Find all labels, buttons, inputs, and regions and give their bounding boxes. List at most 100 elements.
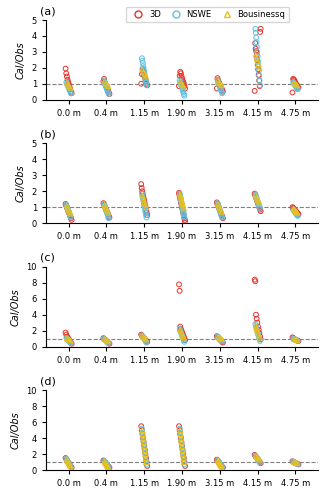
Point (256, 458, 262, 466)
Point (143, 72, 149, 80)
Point (104, 208, 109, 216)
Point (216, 334, 222, 342)
Point (143, 338, 148, 345)
Point (295, 336, 300, 344)
Point (141, 67, 147, 75)
Point (291, 335, 296, 343)
Point (216, 457, 221, 465)
Point (216, 204, 222, 212)
Point (104, 206, 109, 214)
Point (217, 83, 222, 91)
Point (179, 201, 185, 209)
Point (257, 206, 263, 214)
Point (294, 460, 299, 468)
Point (216, 78, 222, 86)
Point (102, 76, 107, 84)
Point (219, 84, 224, 92)
Point (179, 197, 184, 205)
Point (67, 460, 72, 468)
Point (219, 208, 224, 216)
Point (144, 338, 149, 346)
Point (140, 333, 145, 341)
Point (179, 330, 184, 338)
Point (254, 196, 259, 204)
Point (254, 34, 259, 42)
Point (180, 200, 185, 208)
Point (68, 336, 73, 344)
Point (68, 462, 73, 470)
Point (292, 458, 297, 466)
Point (255, 199, 260, 207)
Point (178, 328, 184, 336)
Point (65, 205, 70, 213)
Point (142, 72, 147, 80)
Point (217, 459, 222, 467)
Point (218, 461, 223, 469)
Point (140, 194, 146, 202)
Point (294, 336, 299, 344)
Point (64, 455, 69, 463)
Point (216, 458, 221, 466)
Point (219, 463, 225, 471)
Point (140, 192, 145, 200)
Point (103, 336, 109, 344)
Point (253, 277, 258, 285)
Point (142, 442, 147, 450)
Point (215, 200, 220, 208)
Point (64, 78, 69, 86)
Point (180, 446, 185, 454)
Point (217, 205, 223, 213)
Point (214, 198, 219, 206)
Point (106, 88, 111, 96)
Point (177, 322, 183, 330)
Point (140, 59, 145, 67)
Point (291, 79, 296, 87)
Point (257, 28, 263, 36)
Point (294, 80, 299, 88)
Point (218, 210, 224, 218)
Point (217, 206, 222, 214)
Point (176, 189, 182, 197)
Point (143, 78, 149, 86)
Point (253, 191, 258, 199)
Point (253, 191, 258, 199)
Point (143, 454, 149, 462)
Point (66, 206, 72, 214)
Point (220, 464, 225, 471)
Point (65, 456, 70, 464)
Point (181, 83, 187, 91)
Point (253, 452, 258, 460)
Point (291, 206, 296, 214)
Point (140, 428, 145, 436)
Point (65, 458, 71, 466)
Point (179, 438, 184, 446)
Point (178, 196, 184, 204)
Point (103, 460, 109, 468)
Point (257, 82, 262, 90)
Point (219, 462, 224, 470)
Point (104, 207, 109, 215)
Point (217, 335, 222, 343)
Point (254, 194, 259, 202)
Point (257, 203, 262, 211)
Point (141, 70, 147, 78)
Point (64, 334, 69, 342)
Point (255, 60, 260, 68)
Point (64, 456, 70, 464)
Point (64, 202, 69, 209)
Point (217, 460, 223, 468)
Point (215, 76, 221, 84)
Point (143, 202, 148, 209)
Point (255, 455, 260, 463)
Point (182, 214, 187, 222)
Point (179, 440, 184, 448)
Point (291, 458, 296, 466)
Point (295, 86, 300, 94)
Point (257, 82, 262, 90)
Point (178, 194, 184, 202)
Point (67, 82, 72, 90)
Point (254, 47, 259, 55)
Point (102, 336, 108, 344)
Point (217, 80, 222, 88)
Point (181, 88, 186, 96)
